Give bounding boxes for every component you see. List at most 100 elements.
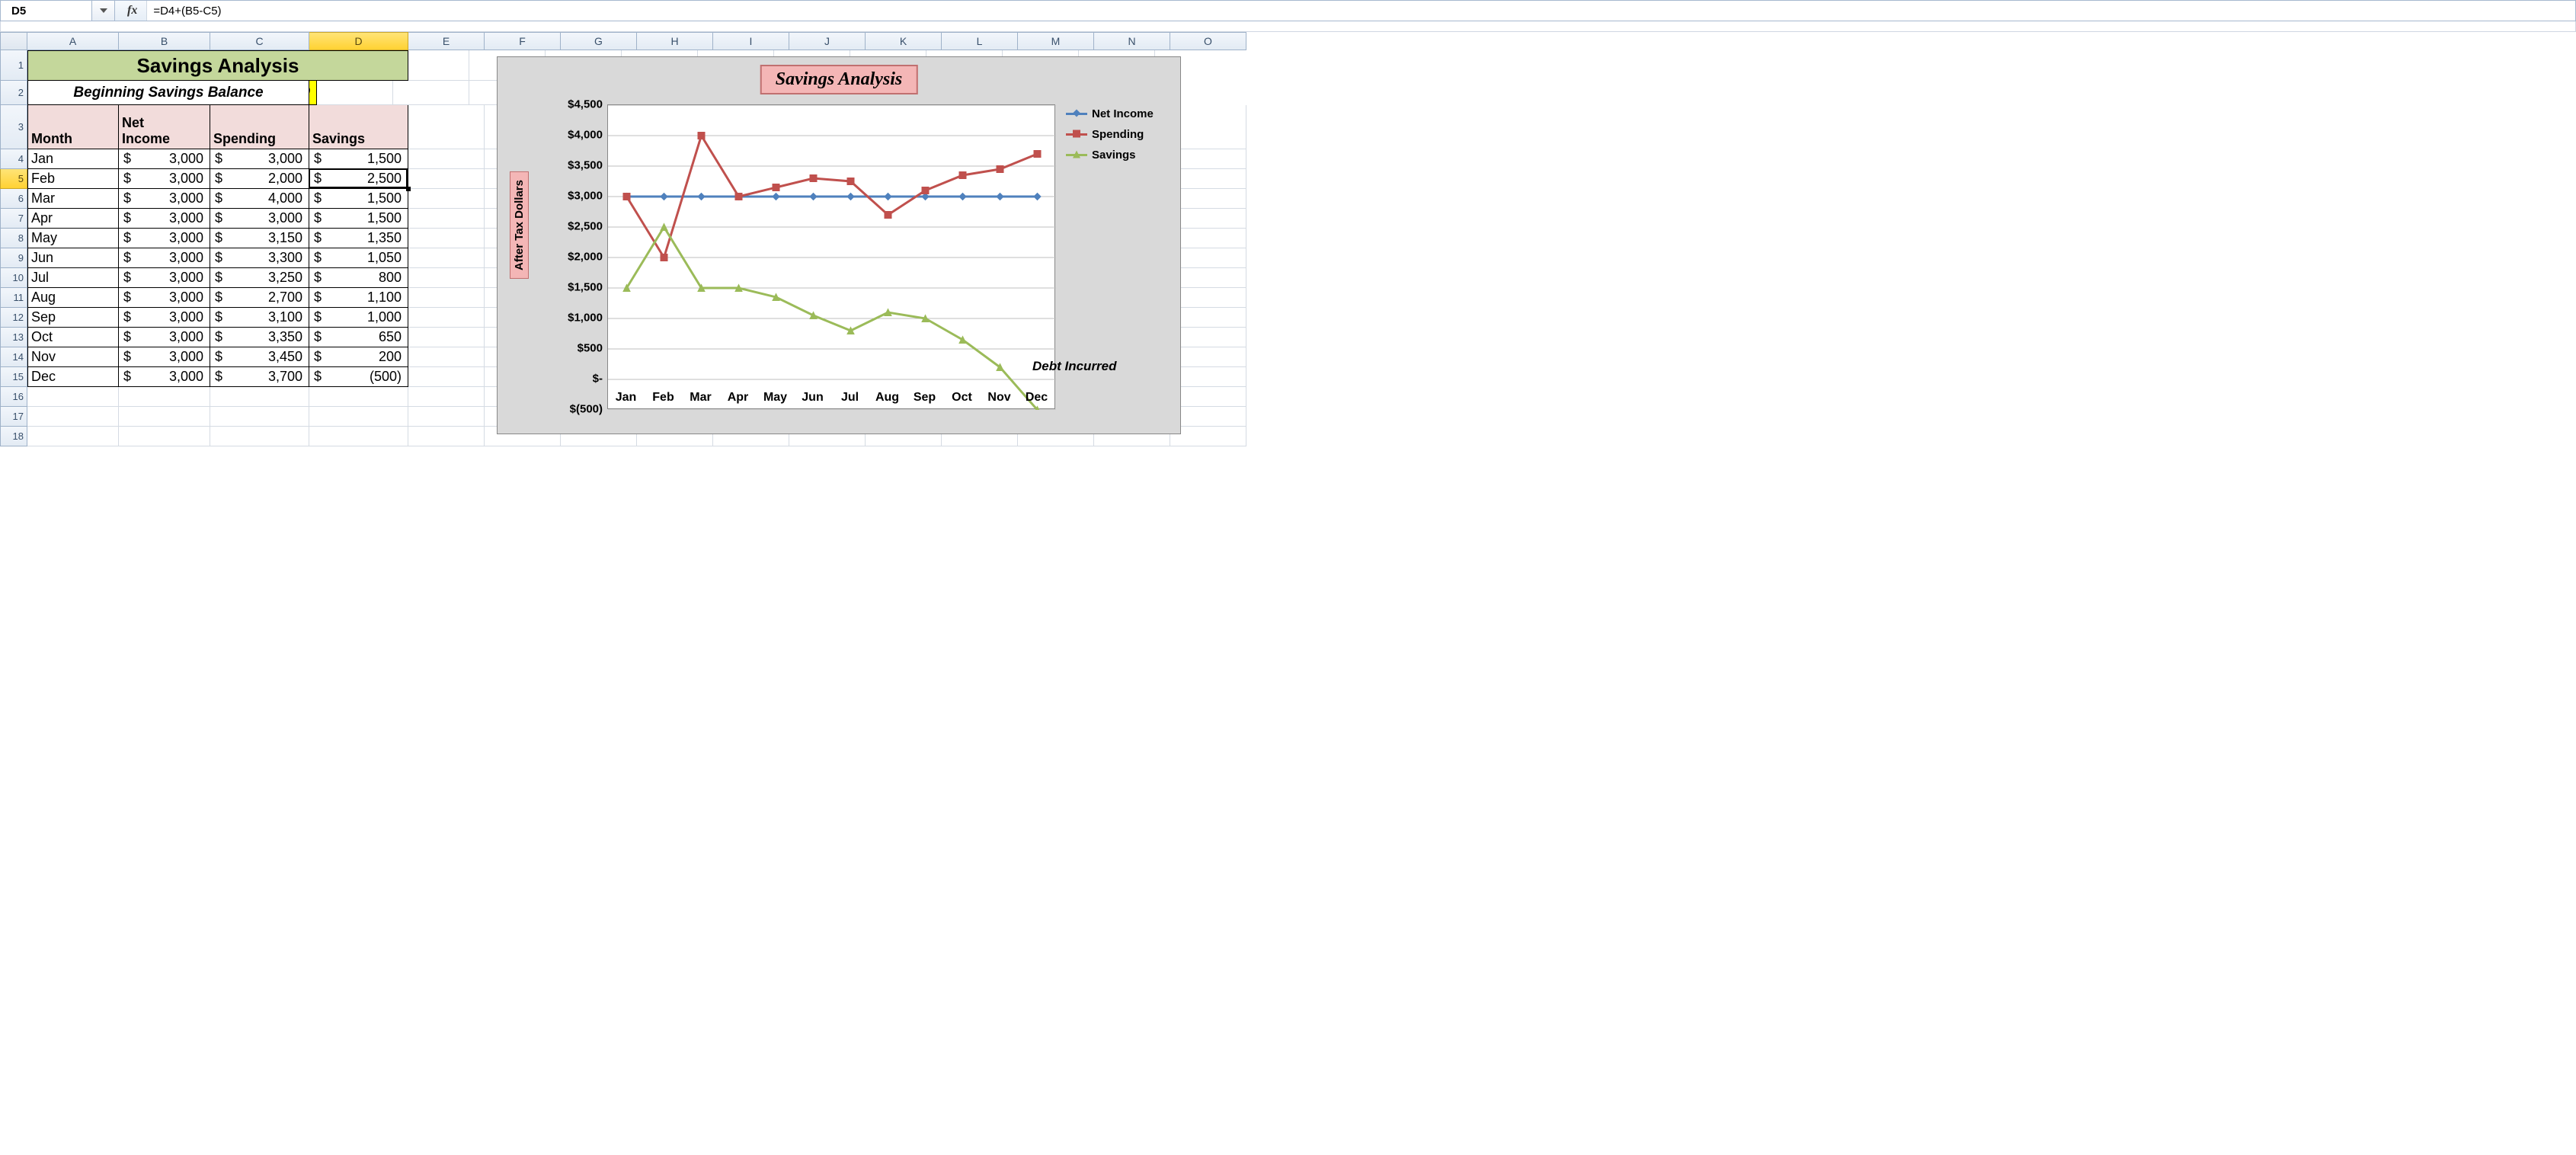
cell[interactable] <box>408 268 485 288</box>
cell[interactable] <box>393 81 469 105</box>
table-cell[interactable]: $2,700 <box>210 288 309 308</box>
column-header[interactable]: C <box>210 32 309 50</box>
column-header[interactable]: O <box>1170 32 1246 50</box>
table-header[interactable]: NetIncome <box>119 105 210 149</box>
table-cell[interactable]: $3,000 <box>119 189 210 209</box>
cell[interactable] <box>408 407 485 427</box>
row-header[interactable]: 7 <box>0 209 27 229</box>
cell[interactable] <box>408 367 485 387</box>
table-header[interactable]: Spending <box>210 105 309 149</box>
cell[interactable] <box>210 387 309 407</box>
table-cell[interactable]: $3,000 <box>119 268 210 288</box>
cell[interactable] <box>1170 427 1246 446</box>
row-header[interactable]: 10 <box>0 268 27 288</box>
cell[interactable] <box>408 209 485 229</box>
table-cell[interactable]: $3,350 <box>210 328 309 347</box>
row-header[interactable]: 11 <box>0 288 27 308</box>
cell[interactable] <box>1170 189 1246 209</box>
table-cell-month[interactable]: Jan <box>27 149 119 169</box>
table-cell[interactable]: $1,500 <box>309 149 408 169</box>
cell[interactable] <box>408 427 485 446</box>
row-header[interactable]: 5 <box>0 169 27 189</box>
cell[interactable] <box>119 387 210 407</box>
cell[interactable] <box>408 169 485 189</box>
cell[interactable] <box>1170 248 1246 268</box>
table-cell-month[interactable]: Jul <box>27 268 119 288</box>
column-header[interactable]: J <box>789 32 866 50</box>
column-header[interactable]: F <box>485 32 561 50</box>
table-cell[interactable]: $4,000 <box>210 189 309 209</box>
cell[interactable] <box>119 407 210 427</box>
column-header[interactable]: G <box>561 32 637 50</box>
table-cell-month[interactable]: Jun <box>27 248 119 268</box>
column-header[interactable]: B <box>119 32 210 50</box>
table-cell[interactable]: $1,500 <box>309 209 408 229</box>
column-header[interactable]: M <box>1018 32 1094 50</box>
row-header[interactable]: 2 <box>0 81 27 105</box>
row-header[interactable]: 13 <box>0 328 27 347</box>
title-cell[interactable]: Savings Analysis <box>27 50 408 81</box>
cell[interactable] <box>1170 347 1246 367</box>
table-cell-month[interactable]: Apr <box>27 209 119 229</box>
cell[interactable] <box>408 189 485 209</box>
cell[interactable] <box>408 149 485 169</box>
cell[interactable] <box>408 387 485 407</box>
cell[interactable] <box>408 288 485 308</box>
cell[interactable] <box>309 387 408 407</box>
table-cell-month[interactable]: Nov <box>27 347 119 367</box>
table-cell[interactable]: $200 <box>309 347 408 367</box>
table-cell-month[interactable]: Sep <box>27 308 119 328</box>
table-cell[interactable]: $3,000 <box>119 308 210 328</box>
cell[interactable] <box>309 427 408 446</box>
cell[interactable] <box>1170 328 1246 347</box>
cell[interactable] <box>408 105 485 149</box>
select-all-corner[interactable] <box>0 32 27 50</box>
table-header[interactable]: Month <box>27 105 119 149</box>
table-cell[interactable]: $3,000 <box>119 288 210 308</box>
table-cell[interactable]: $3,000 <box>119 169 210 189</box>
column-header[interactable]: E <box>408 32 485 50</box>
table-cell-month[interactable]: Feb <box>27 169 119 189</box>
table-header[interactable]: Savings <box>309 105 408 149</box>
table-cell[interactable]: $1,050 <box>309 248 408 268</box>
cell[interactable] <box>1170 367 1246 387</box>
cell[interactable] <box>27 407 119 427</box>
table-cell-month[interactable]: Mar <box>27 189 119 209</box>
cell[interactable] <box>1170 105 1246 149</box>
row-header[interactable]: 18 <box>0 427 27 446</box>
column-header[interactable]: L <box>942 32 1018 50</box>
table-cell[interactable]: $1,000 <box>309 308 408 328</box>
cell[interactable] <box>1170 268 1246 288</box>
table-cell[interactable]: $3,000 <box>210 209 309 229</box>
column-header[interactable]: N <box>1094 32 1170 50</box>
table-cell[interactable]: $1,100 <box>309 288 408 308</box>
cell[interactable] <box>317 81 393 105</box>
cell[interactable] <box>1170 288 1246 308</box>
savings-chart[interactable]: Savings Analysis After Tax Dollars $(500… <box>497 56 1181 434</box>
table-cell[interactable]: $650 <box>309 328 408 347</box>
fx-icon[interactable]: fx <box>124 4 140 18</box>
cell[interactable] <box>1170 407 1246 427</box>
table-cell[interactable]: $1,350 <box>309 229 408 248</box>
row-header[interactable]: 14 <box>0 347 27 367</box>
cell[interactable] <box>1170 209 1246 229</box>
cell[interactable] <box>309 407 408 427</box>
table-cell[interactable]: $1,500 <box>309 189 408 209</box>
table-cell[interactable]: $3,000 <box>119 248 210 268</box>
cell[interactable] <box>408 248 485 268</box>
row-header[interactable]: 16 <box>0 387 27 407</box>
table-cell[interactable]: $3,000 <box>119 367 210 387</box>
table-cell[interactable]: $3,250 <box>210 268 309 288</box>
table-cell-month[interactable]: May <box>27 229 119 248</box>
cell[interactable] <box>119 427 210 446</box>
cell[interactable] <box>210 407 309 427</box>
row-header[interactable]: 3 <box>0 105 27 149</box>
cell[interactable] <box>1170 169 1246 189</box>
name-box[interactable]: D5 <box>1 1 92 21</box>
cell[interactable] <box>408 328 485 347</box>
table-cell[interactable]: $2,500 <box>309 169 408 189</box>
table-cell[interactable]: $3,000 <box>119 347 210 367</box>
table-cell[interactable]: $3,000 <box>119 229 210 248</box>
table-cell-month[interactable]: Oct <box>27 328 119 347</box>
row-header[interactable]: 1 <box>0 50 27 81</box>
